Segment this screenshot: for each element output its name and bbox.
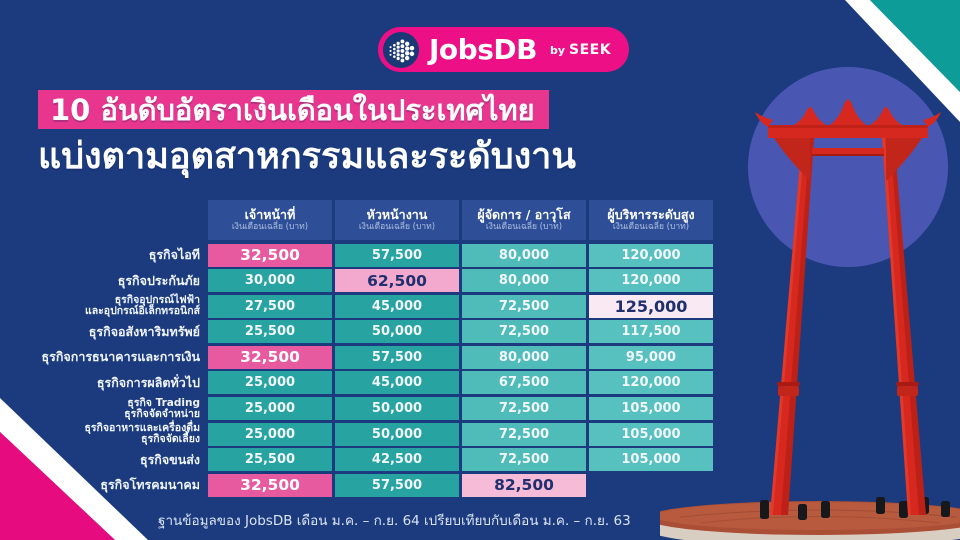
salary-cell-empty (589, 474, 713, 497)
salary-cell: 32,500 (208, 243, 332, 267)
salary-table: เจ้าหน้าที่ เงินเดือนเฉลี่ย (บาท) หัวหน้… (20, 200, 713, 499)
page-title-line2: แบ่งตามอุตสาหกรรมและระดับงาน (38, 136, 576, 177)
corner-teal-decal (845, 0, 960, 122)
column-header-supervisor: หัวหน้างาน เงินเดือนเฉลี่ย (บาท) (335, 200, 459, 240)
salary-cell: 27,500 (208, 294, 332, 318)
salary-cell: 105,000 (589, 422, 713, 446)
logo-brand-text: JobsDB (429, 33, 537, 66)
salary-cell: 25,500 (208, 448, 332, 472)
table-row: ธุรกิจขนส่ง 25,500 42,500 72,500 105,000 (20, 448, 713, 472)
salary-cell: 105,000 (589, 397, 713, 421)
table-row: ธุรกิจไอที 32,500 57,500 80,000 120,000 (20, 243, 713, 267)
salary-cell: 25,500 (208, 320, 332, 344)
column-header-manager: ผู้จัดการ / อาวุโส เงินเดือนเฉลี่ย (บาท) (462, 200, 586, 240)
column-header-executive: ผู้บริหารระดับสูง เงินเดือนเฉลี่ย (บาท) (589, 200, 713, 240)
salary-cell: 57,500 (335, 473, 459, 497)
salary-cell: 42,500 (335, 448, 459, 472)
table-row: ธุรกิจโทรคมนาคม 32,500 57,500 82,500 (20, 473, 713, 497)
salary-cell: 45,000 (335, 371, 459, 395)
salary-cell: 125,000 (589, 294, 713, 318)
jobsdb-spark-icon (382, 31, 420, 68)
table-row: ธุรกิจการผลิตทั่วไป 25,000 45,000 67,500… (20, 371, 713, 395)
page-title-line1: 10 อันดับอัตราเงินเดือนในประเทศไทย (38, 90, 549, 129)
header-spacer (20, 200, 205, 240)
salary-cell: 80,000 (462, 269, 586, 293)
bollard-posts (760, 497, 950, 520)
salary-cell: 120,000 (589, 371, 713, 395)
table-row: ธุรกิจอาหารและเครื่องดื่ม ธุรกิจจัดเลี้ย… (20, 422, 713, 446)
logo-by-text: by (549, 43, 565, 57)
table-row: ธุรกิจการธนาคารและการเงิน 32,500 57,500 … (20, 345, 713, 369)
table-header-row: เจ้าหน้าที่ เงินเดือนเฉลี่ย (บาท) หัวหน้… (20, 200, 713, 240)
salary-cell: 82,500 (462, 473, 586, 497)
salary-cell: 72,500 (462, 448, 586, 472)
salary-cell: 25,000 (208, 371, 332, 395)
salary-cell: 50,000 (335, 397, 459, 421)
salary-cell: 72,500 (462, 397, 586, 421)
jobsdb-logo: JobsDB by SEEK (378, 27, 630, 72)
salary-cell: 25,000 (208, 422, 332, 446)
logo-seek-text: SEEK (569, 41, 612, 58)
salary-cell: 25,000 (208, 397, 332, 421)
salary-cell: 32,500 (208, 473, 332, 497)
salary-cell: 62,500 (335, 269, 459, 293)
column-header-officer: เจ้าหน้าที่ เงินเดือนเฉลี่ย (บาท) (208, 200, 332, 240)
salary-cell: 67,500 (462, 371, 586, 395)
salary-cell: 30,000 (208, 269, 332, 293)
salary-cell: 50,000 (335, 320, 459, 344)
salary-cell: 50,000 (335, 422, 459, 446)
salary-cell: 45,000 (335, 294, 459, 318)
table-row: ธุรกิจประกันภัย 30,000 62,500 80,000 120… (20, 269, 713, 293)
salary-cell: 72,500 (462, 422, 586, 446)
salary-cell: 80,000 (462, 243, 586, 267)
salary-cell: 72,500 (462, 320, 586, 344)
salary-cell: 105,000 (589, 448, 713, 472)
salary-cell: 120,000 (589, 269, 713, 293)
source-note: ฐานข้อมูลของ JobsDB เดือน ม.ค. – ก.ย. 64… (158, 513, 631, 529)
salary-cell: 57,500 (335, 345, 459, 369)
table-row: ธุรกิจอสังหาริมทรัพย์ 25,500 50,000 72,5… (20, 320, 713, 344)
salary-cell: 120,000 (589, 243, 713, 267)
table-row: ธุรกิจอุปกรณ์ไฟฟ้า และอุปกรณ์อิเล็กทรอนิ… (20, 294, 713, 318)
logo-byline: by SEEK (550, 42, 611, 58)
salary-cell: 72,500 (462, 294, 586, 318)
backdrop-circle (748, 67, 948, 267)
salary-cell: 95,000 (589, 345, 713, 369)
table-row: ธุรกิจ Trading ธุรกิจจัดจำหน่าย 25,000 5… (20, 397, 713, 421)
salary-cell: 80,000 (462, 345, 586, 369)
salary-cell: 32,500 (208, 345, 332, 369)
salary-cell: 57,500 (335, 243, 459, 267)
salary-cell: 117,500 (589, 320, 713, 344)
